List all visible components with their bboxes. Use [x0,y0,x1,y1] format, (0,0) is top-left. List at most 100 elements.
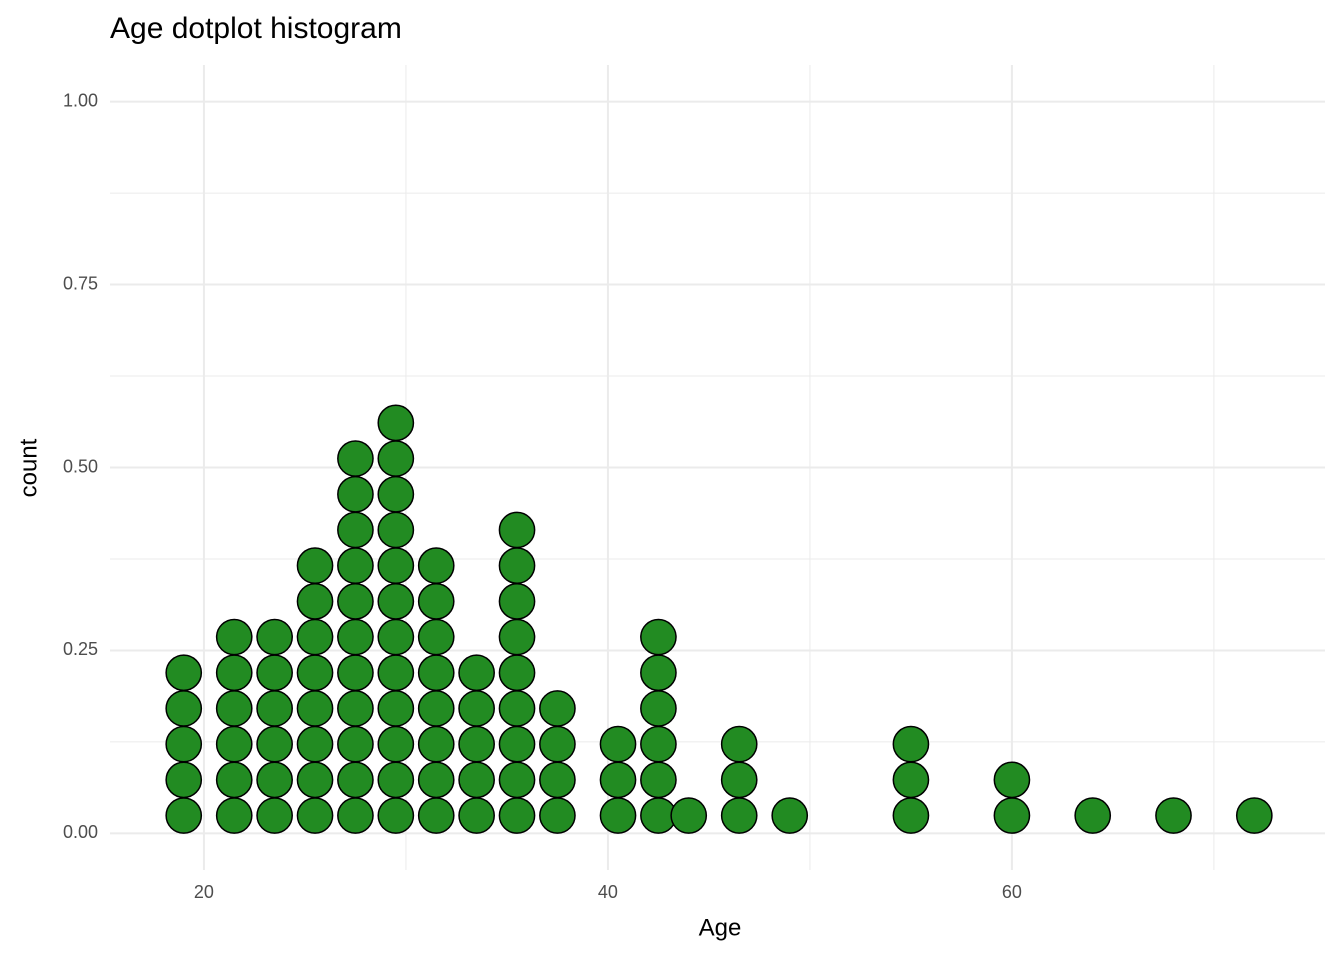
dot [539,761,576,799]
dot [377,725,415,763]
x-tick-label: 60 [1002,882,1022,902]
x-tick-label: 20 [194,882,214,902]
dot [296,725,334,763]
dot [640,725,677,763]
dot [498,761,536,799]
dot [377,404,415,442]
dot [337,797,374,834]
dot [296,547,334,585]
dot [771,797,809,834]
dot [377,797,415,834]
dot [498,618,536,656]
dot [498,797,536,834]
dot [215,761,253,799]
dot [337,725,374,763]
dot [296,761,334,799]
dot [720,797,758,834]
dot [337,654,374,692]
y-tick-label: 0.75 [63,273,98,293]
dot [498,654,536,692]
dot [498,547,536,585]
dot [165,654,203,692]
dot [165,690,203,727]
dot [993,761,1031,799]
dot [377,547,415,585]
y-tick-label: 1.00 [63,90,98,110]
dot [1074,797,1112,834]
dot [296,690,334,727]
dot [256,618,293,656]
dot [165,761,203,799]
dot [215,725,253,763]
dot [215,690,253,727]
dot [337,475,374,513]
dot [640,690,677,727]
dot [377,511,415,549]
dot [377,761,415,799]
dot [296,654,334,692]
dot [498,725,536,763]
dot [892,797,930,834]
dot [640,761,677,799]
dot [377,583,415,620]
dot [337,440,374,477]
dot [498,583,536,620]
dot [256,654,293,692]
dot [417,725,455,763]
dot [337,618,374,656]
dot [296,618,334,656]
y-tick-label: 0.00 [63,822,98,842]
dot [720,725,758,763]
dot [892,725,930,763]
dot [215,654,253,692]
dot [498,511,536,549]
dot [377,618,415,656]
dot [256,797,293,834]
dot [337,761,374,799]
dot [417,618,455,656]
dot [377,690,415,727]
dot [165,725,203,763]
dot [417,761,455,799]
dot [296,583,334,620]
dot [458,797,495,834]
dot [640,618,677,656]
x-axis-title: Age [699,914,742,941]
dot [670,797,708,834]
dot [599,761,637,799]
dot [599,797,637,834]
dot [892,761,930,799]
dot [599,725,637,763]
dot [337,547,374,585]
dot [377,440,415,477]
dot [498,690,536,727]
dot [417,797,455,834]
dot [1155,797,1192,834]
dot [458,761,495,799]
dot [377,475,415,513]
dot [165,797,203,834]
y-tick-label: 0.50 [63,456,98,476]
dot [417,583,455,620]
y-axis-title: count [15,438,42,497]
dot [256,690,293,727]
dot [1235,797,1273,834]
dot [458,725,495,763]
dot [539,725,576,763]
dot [215,618,253,656]
dot [417,547,455,585]
dot [377,654,415,692]
dot [458,690,495,727]
dot [337,690,374,727]
x-tick-label: 40 [598,882,618,902]
dot [256,725,293,763]
dot [539,690,576,727]
dot [720,761,758,799]
dot [256,761,293,799]
dot [417,690,455,727]
dot [296,797,334,834]
dot [640,654,677,692]
dot [458,654,495,692]
y-tick-label: 0.25 [63,639,98,659]
